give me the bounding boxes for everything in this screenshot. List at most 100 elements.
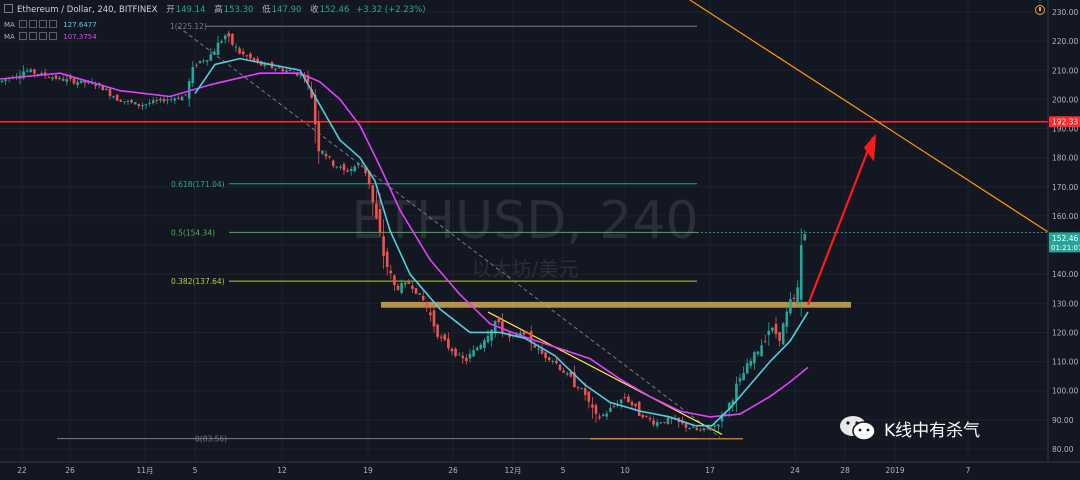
ma-indicator-slow[interactable]: MA 107.3754 xyxy=(4,32,97,42)
low-value: 147.90 xyxy=(271,5,302,15)
chart-type-icon[interactable] xyxy=(4,4,13,13)
candle-body xyxy=(87,81,90,84)
candle-body xyxy=(29,69,33,73)
x-tick-label: 5 xyxy=(561,466,566,475)
candle-body xyxy=(555,360,558,364)
candle-body xyxy=(321,150,324,154)
candle-body xyxy=(490,329,493,341)
candle-body xyxy=(288,70,292,72)
candle-body xyxy=(227,32,231,37)
candle-body xyxy=(324,153,328,157)
x-tick-label: 22 xyxy=(17,466,27,475)
candle-body xyxy=(465,357,468,361)
candle-body xyxy=(249,53,252,59)
y-tick-label: 120.00 xyxy=(1052,328,1078,337)
fib-level-label: 0.618(171.04) xyxy=(171,180,225,189)
candle-body xyxy=(195,64,198,66)
x-tick-label: 2019 xyxy=(885,466,904,475)
clock-icon[interactable] xyxy=(1035,5,1045,15)
candle-body xyxy=(205,60,209,62)
symbol-title[interactable]: Ethereum / Dollar, 240, BITFINEX xyxy=(17,5,158,15)
candle-body xyxy=(540,348,544,354)
candle-body xyxy=(756,351,760,355)
wechat-icon xyxy=(838,413,878,443)
candle-body xyxy=(162,98,166,102)
candle-body xyxy=(94,84,97,86)
candle-body xyxy=(101,85,105,91)
settings-icon[interactable] xyxy=(29,20,38,28)
candle-body xyxy=(360,165,364,167)
candle-body xyxy=(184,94,187,96)
candle-body xyxy=(177,97,180,99)
candle-body xyxy=(630,402,634,406)
more-icon[interactable] xyxy=(49,32,58,40)
candle-body xyxy=(61,78,65,81)
candle-body xyxy=(346,170,349,172)
candle-body xyxy=(774,323,778,335)
candle-body xyxy=(331,160,335,166)
eye-icon[interactable] xyxy=(19,20,28,28)
candle-body xyxy=(717,424,720,427)
candle-body xyxy=(51,77,54,79)
candle-body xyxy=(537,348,540,350)
candle-body xyxy=(720,414,724,422)
candle-body xyxy=(263,64,267,66)
watermark-title: ETHUSD, 240 xyxy=(351,191,698,251)
candle-body xyxy=(281,68,285,72)
candle-body xyxy=(47,77,51,79)
change-value: +3.32 (+2.23%) xyxy=(356,5,426,15)
candle-body xyxy=(234,46,238,48)
eye-icon[interactable] xyxy=(19,32,28,40)
candle-body xyxy=(713,425,717,427)
candle-body xyxy=(130,100,133,103)
candle-body xyxy=(155,100,159,102)
candle-body xyxy=(799,245,803,300)
candle-body xyxy=(69,76,72,79)
y-tick-label: 210.00 xyxy=(1052,66,1078,75)
x-tick-label: 11月 xyxy=(136,466,153,475)
ma-fast-line xyxy=(194,57,809,427)
wechat-account-name: K线中有杀气 xyxy=(884,420,981,441)
x-tick-label: 26 xyxy=(65,466,75,475)
y-tick-label: 140.00 xyxy=(1052,270,1078,279)
candle-body xyxy=(119,100,123,102)
candle-body xyxy=(202,60,205,62)
close-value: 152.46 xyxy=(319,5,350,15)
ma-value: 127.6477 xyxy=(63,21,97,29)
ma-indicator-fast[interactable]: MA 127.6477 xyxy=(4,20,97,30)
candle-body xyxy=(367,170,371,185)
candle-body xyxy=(519,332,522,336)
candle-body xyxy=(771,327,774,331)
low-label: 低 xyxy=(262,5,271,15)
candle-body xyxy=(375,203,378,219)
candle-body xyxy=(148,102,151,104)
candle-body xyxy=(587,391,591,402)
candle-body xyxy=(252,57,256,61)
price-tag-label: 192.33 xyxy=(1052,118,1078,127)
candle-body xyxy=(191,66,195,84)
candle-body xyxy=(115,94,119,101)
watermark-subtitle: 以太坊/美元 xyxy=(472,257,579,281)
settings-icon[interactable] xyxy=(29,32,38,40)
y-tick-label: 230.00 xyxy=(1052,8,1078,17)
candle-body xyxy=(220,41,223,43)
candle-body xyxy=(76,82,79,86)
candle-body xyxy=(339,166,342,168)
y-tick-label: 80.00 xyxy=(1052,445,1074,454)
candle-body xyxy=(54,75,58,79)
close-icon[interactable] xyxy=(39,20,48,28)
high-label: 高 xyxy=(214,5,223,15)
candle-body xyxy=(393,275,396,286)
close-icon[interactable] xyxy=(39,32,48,40)
candle-body xyxy=(576,387,580,389)
candle-body xyxy=(414,288,418,294)
candle-body xyxy=(245,55,249,57)
candle-body xyxy=(450,348,454,352)
candle-body xyxy=(313,95,317,125)
candle-body xyxy=(598,416,601,419)
candle-body xyxy=(396,285,400,290)
candle-body xyxy=(421,295,425,301)
more-icon[interactable] xyxy=(49,20,58,28)
candle-body xyxy=(357,163,360,166)
